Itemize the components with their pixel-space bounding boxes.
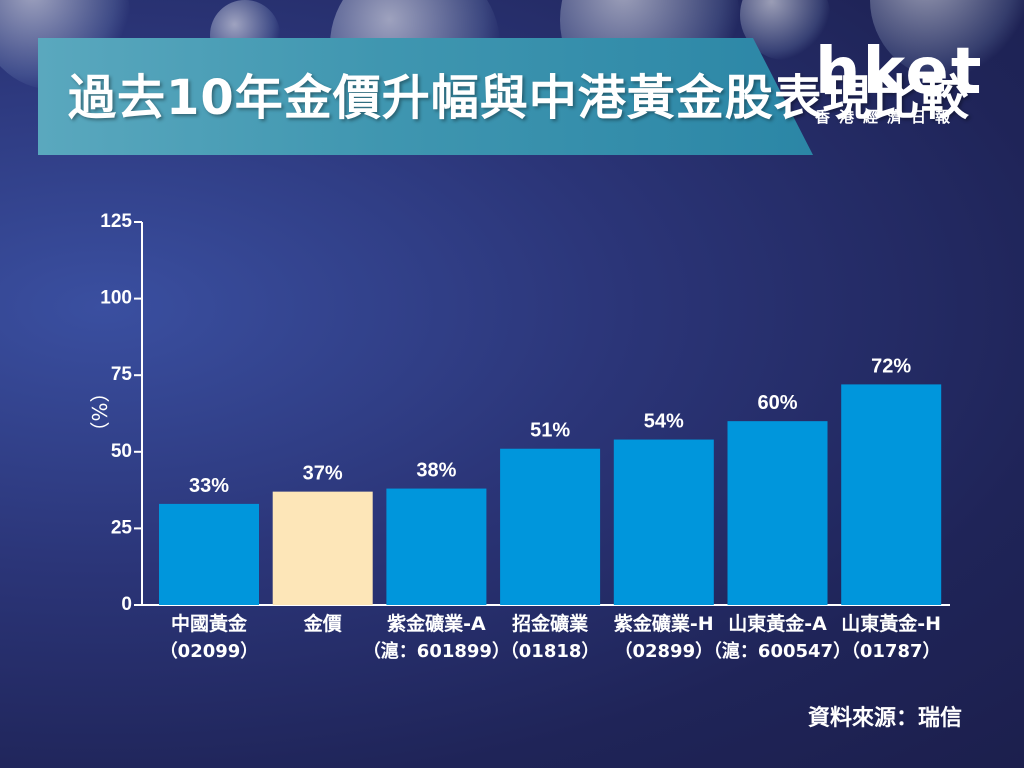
x-tick-label: 紫金礦業-H	[614, 612, 714, 635]
bar-value-label: 54%	[644, 411, 684, 433]
bar	[159, 503, 259, 605]
bar	[500, 448, 601, 605]
bar	[727, 421, 828, 605]
x-tick-label: 山東黃金-A	[728, 612, 827, 635]
bar	[841, 384, 942, 605]
logo-subtitle: 香港經濟日報	[815, 108, 960, 126]
y-tick-label: 100	[100, 288, 132, 309]
x-tick-label: 金價	[303, 612, 343, 635]
labels-group: 33% 中國黃金 （02099） 37% 金價 38% 紫金礦業-A （滬：601899） 51…	[160, 355, 941, 662]
bar-value-label: 38%	[416, 460, 456, 482]
x-tick-sublabel: （滬：601899）	[363, 640, 510, 662]
x-tick-label: 山東黃金-H	[841, 612, 941, 635]
y-tick-label: 0	[121, 594, 132, 615]
bar-value-label: 37%	[303, 463, 343, 485]
y-tick-label: 50	[111, 441, 132, 462]
x-tick-label: 紫金礦業-A	[387, 612, 486, 635]
source-note: 資料來源：瑞信	[807, 706, 962, 731]
title-banner	[38, 38, 813, 155]
x-tick-label: 招金礦業	[512, 612, 589, 635]
bars-group	[159, 384, 942, 605]
chart-title: 過去10年金價升幅與中港黃金股表現比較	[68, 70, 970, 126]
bar-value-label: 72%	[871, 355, 911, 377]
hket-logo: hket 香港經濟日報	[815, 40, 985, 127]
y-axis-label: （%）	[87, 382, 111, 441]
bar-value-label: 51%	[530, 420, 570, 442]
y-tick-label: 75	[111, 364, 133, 385]
logo-wordmark: hket	[815, 35, 984, 109]
bar-value-label: 33%	[189, 475, 229, 497]
bar	[386, 488, 487, 605]
bar	[613, 439, 714, 605]
x-tick-sublabel: （02899）	[614, 641, 713, 662]
bar-value-label: 60%	[757, 392, 797, 414]
x-tick-sublabel: （01787）	[842, 641, 941, 662]
x-tick-sublabel: （02099）	[160, 641, 259, 662]
x-tick-sublabel: （滬：600547）	[704, 640, 851, 662]
bar	[272, 491, 373, 605]
y-tick-label: 125	[100, 211, 132, 232]
x-tick-sublabel: （01818）	[501, 641, 600, 662]
x-tick-label: 中國黃金	[171, 612, 248, 635]
y-tick-label: 25	[111, 517, 133, 538]
